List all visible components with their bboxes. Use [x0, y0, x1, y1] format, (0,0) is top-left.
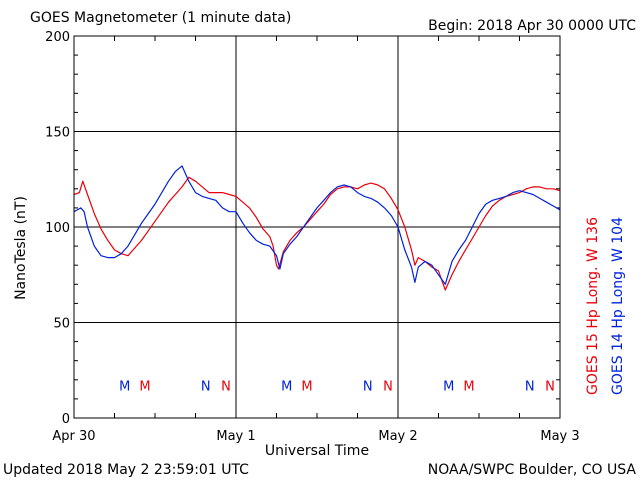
- midnight-marker: M: [281, 380, 292, 395]
- chart-title: GOES Magnetometer (1 minute data): [30, 10, 291, 26]
- source-credit: NOAA/SWPC Boulder, CO USA: [428, 462, 637, 478]
- grid-lines: [73, 35, 561, 419]
- x-tick-label: Apr 30: [52, 429, 95, 444]
- noon-marker: N: [221, 380, 231, 395]
- midnight-marker: M: [301, 380, 312, 395]
- noon-marker: N: [545, 380, 555, 395]
- legend-goes15: GOES 15 Hp Long. W 136: [585, 217, 601, 395]
- noon-marker: N: [363, 380, 373, 395]
- begin-time: Begin: 2018 Apr 30 0000 UTC: [428, 18, 636, 34]
- midnight-marker: M: [119, 380, 130, 395]
- series-goes15-line: [73, 176, 561, 291]
- y-tick-label: 150: [45, 126, 70, 141]
- midnight-marker: M: [139, 380, 150, 395]
- noon-marker: N: [201, 380, 211, 395]
- x-tick-label: May 2: [378, 429, 417, 444]
- y-tick-label: 200: [45, 30, 70, 45]
- noon-marker: N: [525, 380, 535, 395]
- y-tick-label: 50: [53, 317, 70, 332]
- legend-goes14: GOES 14 Hp Long. W 104: [610, 217, 626, 395]
- noon-marker: N: [383, 380, 393, 395]
- x-tick-labels: Apr 30 May 1 May 2 May 3: [52, 429, 579, 444]
- y-tick-label: 100: [45, 221, 70, 236]
- midnight-marker: M: [463, 380, 474, 395]
- series-goes14-line: [73, 165, 561, 285]
- series-lines: [73, 165, 561, 291]
- x-tick-label: May 1: [216, 429, 255, 444]
- updated-timestamp: Updated 2018 May 2 23:59:01 UTC: [3, 462, 249, 478]
- y-tick-labels: 0 50 100 150 200: [45, 30, 70, 427]
- plot-frame: [73, 35, 561, 419]
- x-tick-label: May 3: [540, 429, 579, 444]
- y-tick-label: 0: [62, 412, 70, 427]
- x-axis-label: Universal Time: [265, 443, 369, 459]
- midnight-marker: M: [443, 380, 454, 395]
- y-axis-label: NanoTesla (nT): [13, 196, 29, 300]
